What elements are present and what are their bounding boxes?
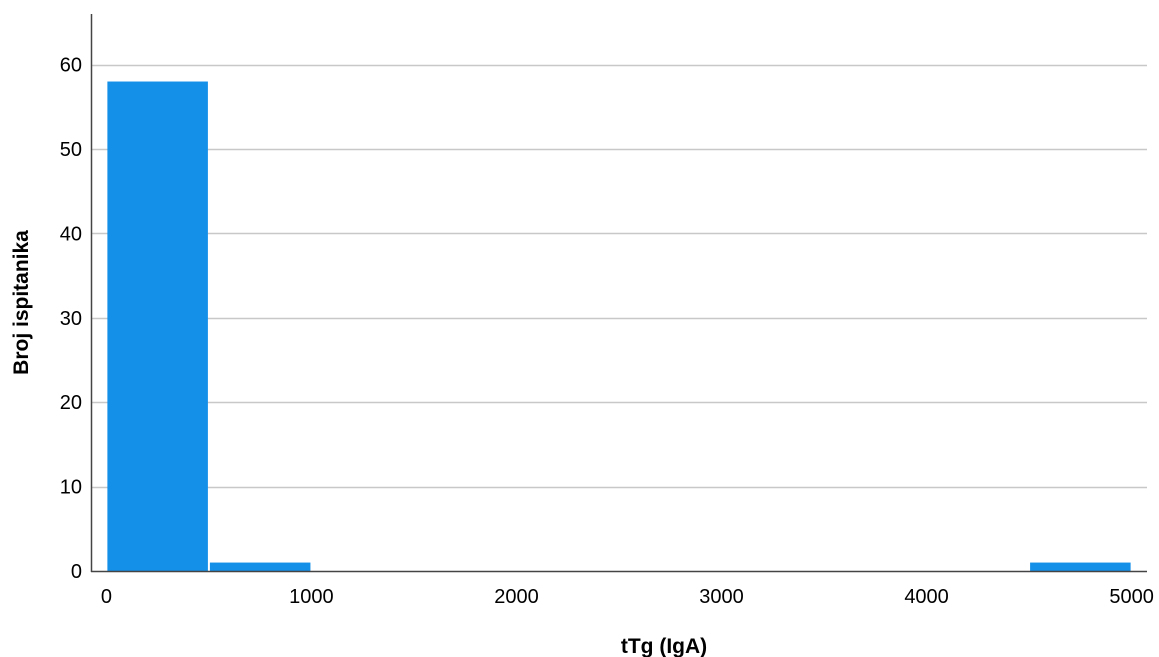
histogram-bar bbox=[209, 562, 311, 571]
y-tick-label: 10 bbox=[60, 477, 82, 499]
y-tick-label: 50 bbox=[60, 139, 82, 161]
ticks-layer: 0 10 20 30 40 50 60 0 1000 2000 3000 4000 5000 bbox=[60, 55, 1154, 608]
y-tick-label: 20 bbox=[60, 392, 82, 414]
axes-layer bbox=[90, 14, 1147, 573]
grid-layer bbox=[91, 64, 1147, 489]
y-tick-label: 60 bbox=[60, 55, 82, 77]
x-tick-label: 4000 bbox=[904, 586, 949, 608]
x-tick-label: 2000 bbox=[494, 586, 539, 608]
histogram-bar bbox=[1030, 562, 1131, 571]
histogram-bar bbox=[107, 81, 208, 572]
bars-layer bbox=[107, 81, 1131, 572]
x-axis-title: tTg (IgA) bbox=[621, 635, 707, 657]
y-tick-label: 40 bbox=[60, 223, 82, 245]
x-tick-label: 5000 bbox=[1109, 586, 1154, 608]
x-tick-label: 3000 bbox=[699, 586, 744, 608]
y-tick-label: 0 bbox=[71, 561, 82, 583]
y-axis-title: Broj ispitanika bbox=[10, 230, 33, 375]
x-tick-label: 0 bbox=[101, 586, 112, 608]
x-tick-label: 1000 bbox=[289, 586, 334, 608]
y-tick-label: 30 bbox=[60, 308, 82, 330]
